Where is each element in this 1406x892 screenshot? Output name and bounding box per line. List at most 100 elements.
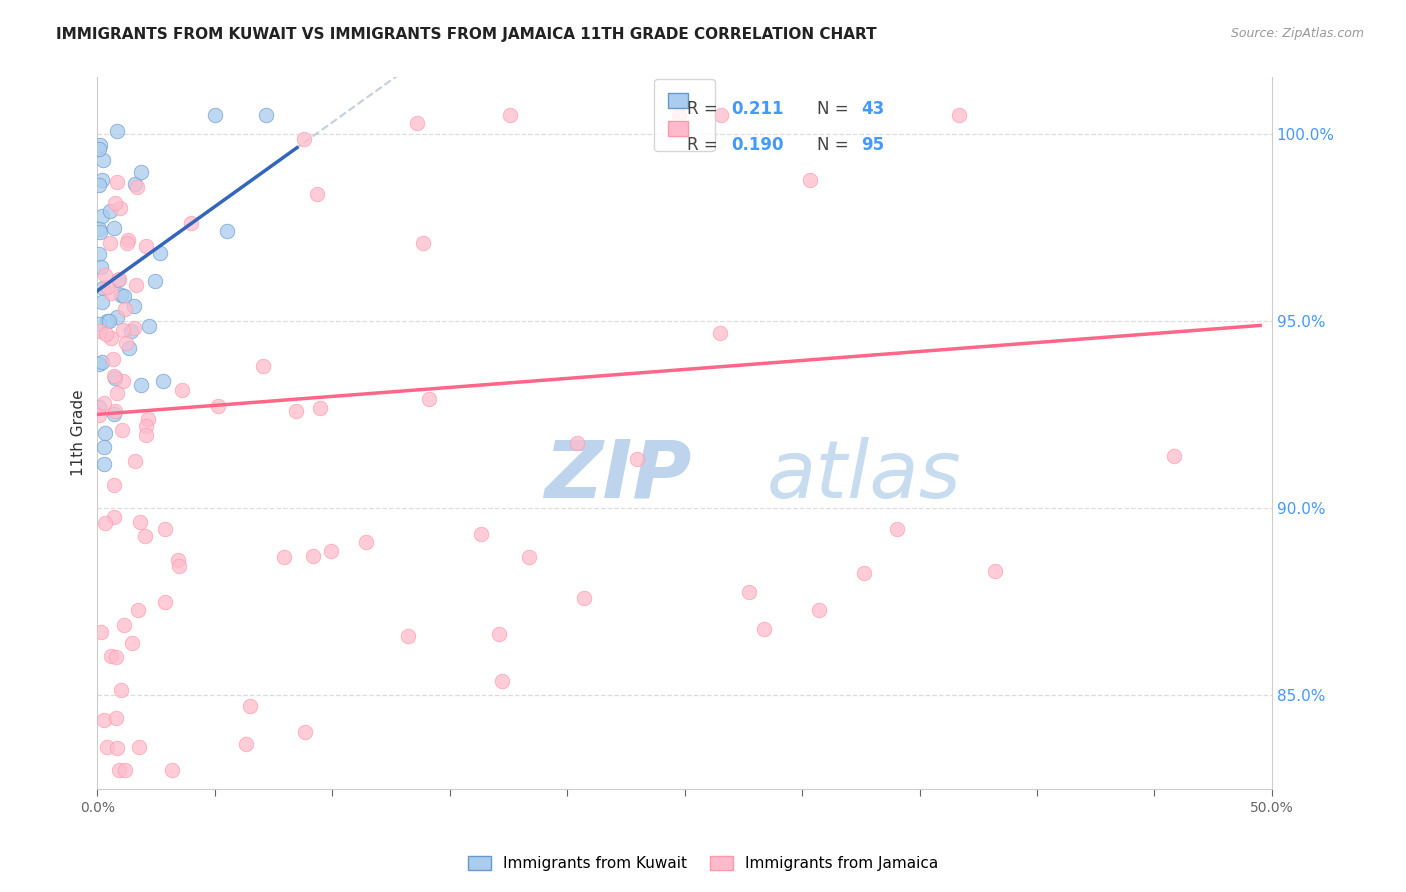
Point [135,419,157,434]
Point [94,268,117,282]
Point [127,603,149,617]
Point [308,401,330,415]
Point [89,138,111,153]
Point [145,274,167,288]
Point [110,683,132,698]
Point [98,204,121,219]
Text: N =: N = [817,136,849,154]
Point [807,602,830,616]
Point [153,522,176,536]
Point [138,319,160,334]
Point [134,529,156,543]
Point [105,310,128,324]
Point [103,478,125,492]
Point [114,763,136,777]
Point [93,714,115,728]
Point [207,399,229,413]
Point [93,396,115,410]
Point [418,392,440,406]
Point [89,324,111,338]
Point [302,549,325,563]
Point [134,427,156,442]
Point [470,527,492,541]
Point [96,280,118,294]
Point [87,408,110,422]
Point [115,335,138,350]
Point [160,763,183,777]
Point [103,368,125,383]
Point [89,225,111,239]
Point [122,321,145,335]
Text: N =: N = [817,101,849,119]
Point [105,386,128,401]
Point [104,650,127,665]
Point [180,216,202,230]
Point [107,763,129,777]
Text: 95: 95 [860,136,884,154]
Point [412,235,434,250]
Point [117,234,139,248]
Point [108,271,131,285]
Point [572,591,595,605]
Point [100,285,122,300]
Point [124,454,146,468]
Point [738,585,761,599]
Point [152,374,174,388]
Point [256,108,278,122]
Point [149,246,172,260]
Point [87,401,110,415]
Legend:  ,  : , [655,78,714,152]
Text: 43: 43 [860,101,884,119]
Point [90,624,112,639]
Point [239,698,262,713]
Point [111,424,134,438]
Point [406,116,429,130]
Point [319,544,342,558]
Point [104,196,127,211]
Text: IMMIGRANTS FROM KUWAIT VS IMMIGRANTS FROM JAMAICA 11TH GRADE CORRELATION CHART: IMMIGRANTS FROM KUWAIT VS IMMIGRANTS FRO… [56,27,877,42]
Point [752,622,775,636]
Text: R =: R = [688,101,717,119]
Point [87,318,110,332]
Point [112,618,135,632]
Point [292,132,315,146]
Point [100,331,122,345]
Legend: Immigrants from Kuwait, Immigrants from Jamaica: Immigrants from Kuwait, Immigrants from … [461,850,945,877]
Text: ZIP: ZIP [544,437,692,515]
Point [204,108,226,122]
Point [112,375,135,389]
Point [105,740,128,755]
Point [91,295,114,310]
Point [491,674,513,689]
Point [710,108,733,122]
Point [114,302,136,317]
Point [100,648,122,663]
Point [948,108,970,122]
Point [103,351,125,366]
Point [89,142,111,156]
Point [129,378,152,392]
Point [105,175,128,189]
Point [305,187,328,202]
Point [285,403,308,417]
Point [107,272,129,286]
Point [252,359,274,373]
Point [87,247,110,261]
Point [626,451,648,466]
Point [121,636,143,650]
Point [215,224,238,238]
Text: R =: R = [688,136,717,154]
Point [91,355,114,369]
Point [488,627,510,641]
Point [103,220,125,235]
Point [499,108,522,122]
Point [984,564,1007,578]
Point [709,326,731,341]
Point [124,177,146,191]
Point [125,278,148,293]
Point [87,357,110,371]
Point [117,341,139,355]
Point [565,436,588,450]
Point [87,178,110,192]
Point [105,124,128,138]
